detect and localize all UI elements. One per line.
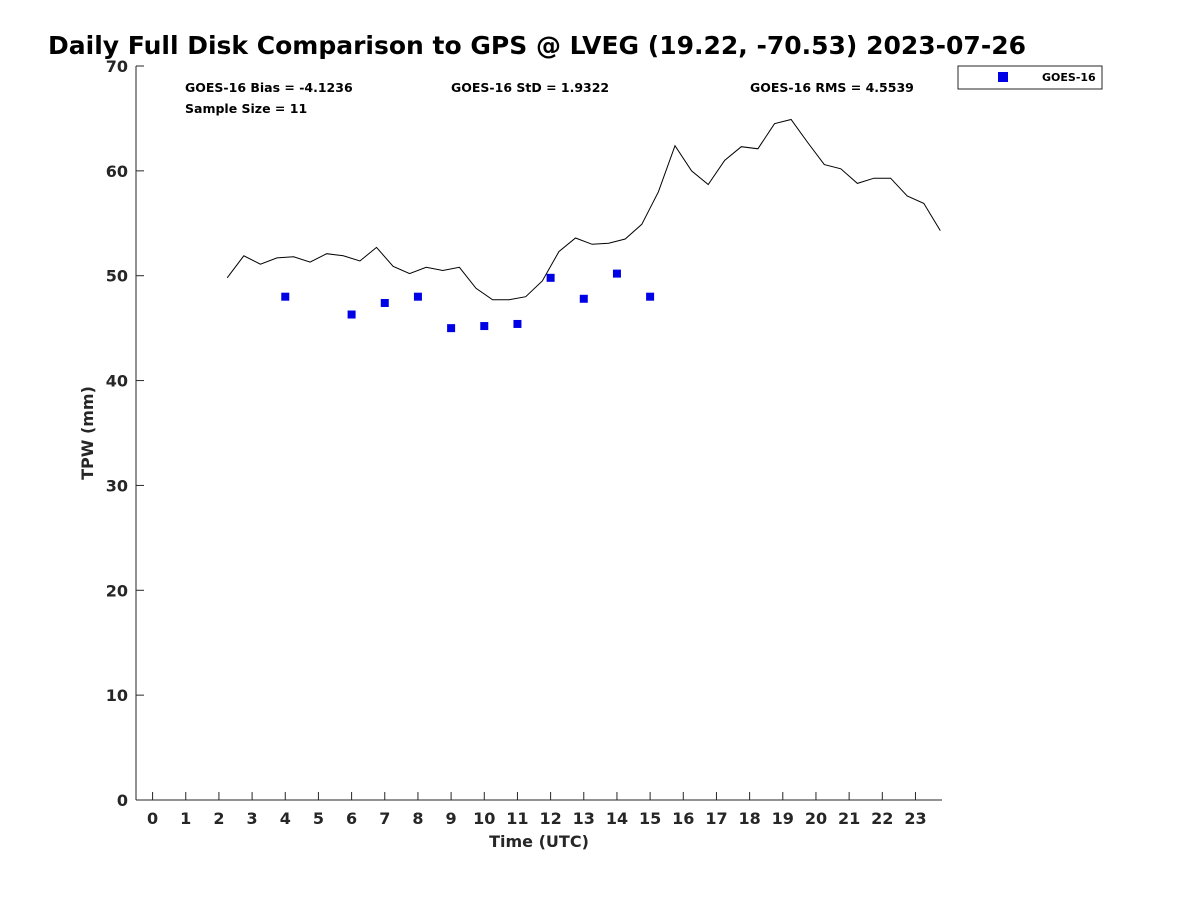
x-tick-label: 5 bbox=[313, 809, 324, 828]
x-tick-label: 8 bbox=[412, 809, 423, 828]
x-tick-label: 6 bbox=[346, 809, 357, 828]
x-tick-label: 14 bbox=[606, 809, 628, 828]
x-tick-label: 21 bbox=[838, 809, 860, 828]
x-ticks: 0 1 2 3 4 5 6 7 8 9 10 11 12 13 14 15 16 17 18 19 20 21 22 23 bbox=[147, 792, 927, 828]
y-ticks: 0 10 20 30 40 50 60 70 bbox=[106, 57, 144, 810]
goes16-point bbox=[447, 324, 456, 333]
x-tick-label: 11 bbox=[506, 809, 528, 828]
goes16-point bbox=[612, 269, 621, 278]
goes16-point bbox=[347, 310, 356, 319]
goes16-point bbox=[646, 292, 655, 301]
y-tick-label: 0 bbox=[117, 791, 128, 810]
goes16-point bbox=[546, 273, 555, 282]
y-tick-label: 50 bbox=[106, 267, 128, 286]
legend-box bbox=[957, 65, 1103, 90]
goes16-point bbox=[513, 319, 522, 328]
x-tick-label: 12 bbox=[539, 809, 561, 828]
x-tick-label: 17 bbox=[705, 809, 727, 828]
goes16-point bbox=[281, 292, 290, 301]
legend-label-goes16: GOES-16 bbox=[1042, 71, 1096, 84]
y-tick-label: 20 bbox=[106, 581, 128, 600]
x-tick-label: 9 bbox=[446, 809, 457, 828]
x-tick-label: 20 bbox=[805, 809, 827, 828]
bias-stat: GOES-16 Bias = -4.1236 bbox=[185, 80, 353, 95]
x-tick-label: 22 bbox=[871, 809, 893, 828]
y-tick-label: 10 bbox=[106, 686, 128, 705]
goes16-point bbox=[579, 294, 588, 303]
x-tick-label: 0 bbox=[147, 809, 158, 828]
y-tick-label: 70 bbox=[106, 57, 128, 76]
x-tick-label: 1 bbox=[180, 809, 191, 828]
goes16-point bbox=[480, 322, 489, 331]
x-axis-label: Time (UTC) bbox=[489, 832, 589, 851]
gps-line-series bbox=[226, 118, 941, 301]
gps-tpw-line bbox=[226, 118, 941, 301]
y-tick-label: 30 bbox=[106, 476, 128, 495]
x-tick-label: 23 bbox=[904, 809, 926, 828]
x-tick-label: 15 bbox=[639, 809, 661, 828]
y-tick-label: 40 bbox=[106, 372, 128, 391]
x-tick-label: 7 bbox=[379, 809, 390, 828]
y-tick-label: 60 bbox=[106, 162, 128, 181]
x-tick-label: 13 bbox=[573, 809, 595, 828]
goes16-point bbox=[380, 298, 389, 307]
x-tick-label: 4 bbox=[280, 809, 291, 828]
x-tick-label: 19 bbox=[772, 809, 794, 828]
legend: GOES-16 bbox=[957, 65, 1103, 90]
x-tick-label: 18 bbox=[738, 809, 760, 828]
x-tick-label: 10 bbox=[473, 809, 495, 828]
y-axis-label: TPW (mm) bbox=[78, 386, 97, 480]
goes16-point bbox=[413, 292, 422, 301]
std-stat: GOES-16 StD = 1.9322 bbox=[451, 80, 609, 95]
sample-size-stat: Sample Size = 11 bbox=[185, 101, 307, 116]
x-tick-label: 3 bbox=[247, 809, 258, 828]
legend-marker-goes16 bbox=[998, 72, 1008, 82]
goes16-points bbox=[281, 269, 655, 333]
chart-title: Daily Full Disk Comparison to GPS @ LVEG… bbox=[48, 31, 1026, 60]
x-tick-label: 16 bbox=[672, 809, 694, 828]
rms-stat: GOES-16 RMS = 4.5539 bbox=[750, 80, 914, 95]
x-tick-label: 2 bbox=[213, 809, 224, 828]
